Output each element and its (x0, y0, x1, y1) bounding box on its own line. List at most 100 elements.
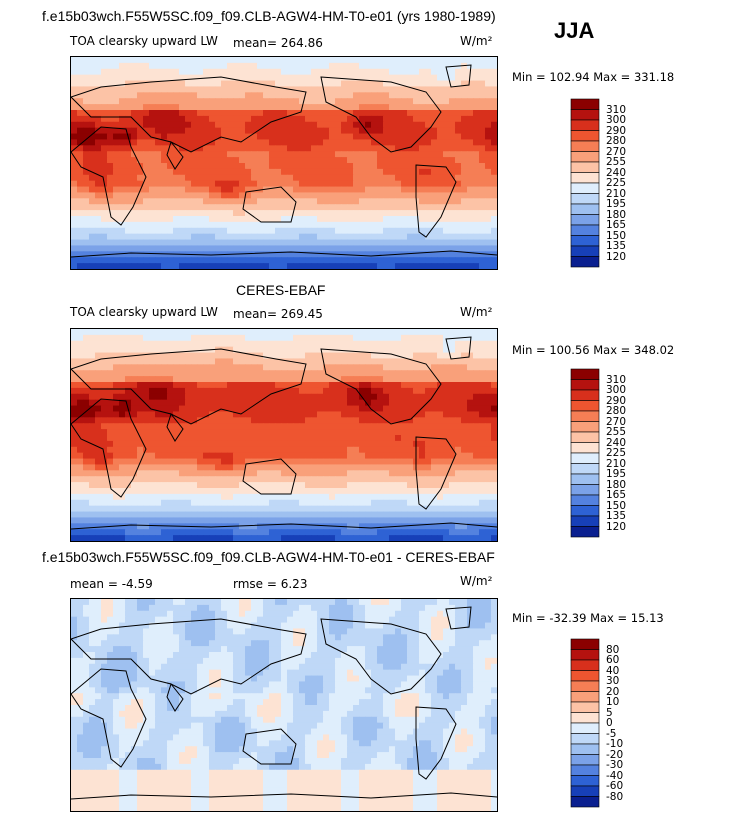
panel1-map-cell (323, 192, 330, 199)
panel1-map-cell (197, 233, 204, 241)
panel1-map-cell (197, 239, 204, 247)
panel2-map-cell (455, 505, 462, 513)
panel2-map-cell (71, 411, 78, 418)
panel1-map-cell (245, 145, 252, 152)
panel2-map-cell (371, 358, 378, 365)
panel1-map-cell (491, 221, 497, 229)
panel2-map-cell (395, 446, 402, 454)
panel1-map-cell (407, 110, 414, 117)
panel1-map-cell (95, 245, 102, 252)
panel1-map-cell (281, 204, 288, 211)
panel1-map-cell (173, 74, 180, 82)
panel1-map-cell (281, 121, 288, 129)
panel2-map-cell (131, 358, 138, 365)
panel1-map-cell (341, 110, 348, 117)
panel2-map-cell (473, 340, 480, 348)
panel1-map-cell (431, 127, 438, 135)
panel2-map-cell (317, 352, 324, 360)
panel2-map-cell (161, 499, 168, 507)
panel2-map-cell (449, 405, 456, 413)
panel2-map-cell (197, 364, 204, 371)
panel1-map-cell (383, 174, 390, 182)
panel2-map-cell (71, 417, 78, 424)
panel1-map-cell (77, 216, 84, 223)
panel1-map-cell (491, 245, 497, 252)
panel2-map-cell (221, 358, 228, 365)
panel2-map-cell (365, 429, 372, 436)
panel2-map-cell (323, 364, 330, 371)
panel2-map-cell (425, 334, 432, 342)
panel1-map-cell (395, 145, 402, 152)
panel2-map-cell (245, 517, 252, 524)
panel1-map-cell (137, 115, 144, 123)
panel1-map-cell (449, 174, 456, 182)
panel2-map-cell (89, 464, 96, 471)
panel1-map-cell (221, 168, 228, 176)
panel2-map-cell (251, 417, 258, 424)
panel2-map-cell (77, 411, 84, 418)
panel1-map-cell (239, 62, 246, 70)
panel2-map-cell (353, 376, 360, 383)
panel1-map-cell (395, 221, 402, 229)
panel2-map-cell (449, 370, 456, 377)
panel2-map-cell (143, 458, 150, 466)
panel1-map-cell (371, 257, 378, 264)
panel1-map-cell (449, 198, 456, 205)
panel2-map-cell (209, 482, 216, 489)
panel2-map-cell (335, 334, 342, 342)
panel2-map-cell (413, 493, 420, 501)
panel2-map-cell (413, 488, 420, 495)
panel1-colorbar-swatch (570, 109, 600, 121)
panel2-map-cell (113, 505, 120, 513)
panel1-map-cell (137, 245, 144, 252)
panel1-map-cell (311, 180, 318, 188)
panel1-map-cell (335, 133, 342, 141)
panel2-map-cell (323, 346, 330, 354)
panel2-map-cell (317, 464, 324, 471)
panel1-map-cell (425, 121, 432, 129)
panel2-map-cell (371, 470, 378, 477)
panel1-map-cell (209, 239, 216, 247)
panel2-map-cell (209, 476, 216, 483)
panel1-map-cell (437, 151, 444, 158)
panel2-map-cell (239, 393, 246, 401)
panel1-map-cell (227, 210, 234, 217)
panel2-map-cell (107, 464, 114, 471)
panel1-map-cell (149, 227, 156, 235)
panel1-map-cell (413, 104, 420, 111)
panel2-map-cell (131, 399, 138, 407)
panel2-map-cell (83, 505, 90, 513)
panel1-map-cell (185, 245, 192, 252)
panel1-map-cell (311, 168, 318, 176)
panel2-map-cell (101, 417, 108, 424)
panel2-map-cell (227, 393, 234, 401)
panel1-map-cell (209, 57, 216, 64)
panel1-map-cell (83, 92, 90, 99)
panel2-map-cell (287, 470, 294, 477)
panel2-map-cell (479, 423, 486, 430)
panel2-map-cell (161, 346, 168, 354)
panel1-map-cell (407, 133, 414, 141)
panel2-map-cell (113, 429, 120, 436)
panel2-map-cell (251, 393, 258, 401)
panel2-map-cell (185, 458, 192, 466)
panel1-map-cell (377, 157, 384, 164)
panel1-map-cell (329, 127, 336, 135)
panel1-map-cell (305, 74, 312, 82)
panel2-map-cell (467, 405, 474, 413)
panel2-map-cell (263, 352, 270, 360)
panel2-map-cell (197, 405, 204, 413)
panel1-map-cell (161, 204, 168, 211)
panel1-map-cell (311, 245, 318, 252)
panel1-map-cell (275, 57, 282, 64)
panel1-map-cell (197, 245, 204, 252)
panel2-map-cell (455, 364, 462, 371)
panel2-map-cell (407, 411, 414, 418)
panel2-map-cell (287, 499, 294, 507)
panel1-map-cell (293, 74, 300, 82)
panel2-map-cell (191, 346, 198, 354)
panel2-map-cell (425, 399, 432, 407)
panel1-map-cell (263, 104, 270, 111)
panel2-map-cell (185, 405, 192, 413)
panel1-map-cell (89, 216, 96, 223)
